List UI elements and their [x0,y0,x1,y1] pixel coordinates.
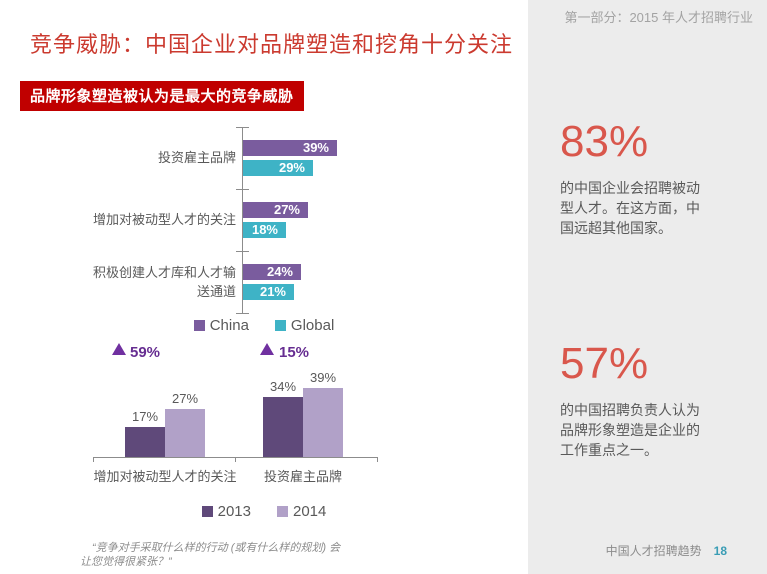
stat-57-description: 的中国招聘负责人认为品牌形象塑造是企业的工作重点之一。 [560,402,700,458]
chart1-tick [236,313,249,314]
bar-value-global-0: 29% [278,160,305,175]
legend-item-global: Global [274,317,335,334]
chart1-axis-line [242,127,243,314]
growth-triangle-icon [112,343,126,355]
chart1-tick [236,189,249,190]
chart1-category-0: 投资雇主品牌 [157,150,236,165]
survey-quote-line2: 让您觉得很紧张？” [80,556,172,568]
legend-label: 2013 [217,503,251,520]
stat-83-value: 83% [560,117,649,166]
column-value-2014-0: 27% [171,391,199,406]
stat-57-value: 57% [560,339,649,388]
stat-block-57: 57% 的中国招聘负责人认为品牌形象塑造是企业的工作重点之一。 [560,340,720,460]
column-2014-0 [165,409,205,457]
bar-value-china-0: 39% [302,140,329,155]
competitive-threats-bar-chart: 39% 29% 投资雇主品牌 27% 18% 增加对被动型人才的关注 24% 21% 积极创建人… [92,127,337,314]
chart2-tick [377,457,378,462]
legend-swatch-icon [201,506,213,517]
chart1-category-1: 增加对被动型人才的关注 [92,212,236,227]
footer-title: 中国人才招聘趋势 [605,544,702,558]
bar-value-china-2: 24% [266,264,293,279]
bar-china-2 [243,264,301,280]
growth-value-0: 59% [130,344,161,361]
section-header: 第一部分：2015 年人才招聘行业 [564,10,753,25]
column-value-2013-0: 17% [131,409,159,424]
column-2014-1 [303,388,343,457]
chart1-tick [236,127,249,128]
year-over-year-column-chart: 17% 27% 增加对被动型人才的关注 34% 39% 投资雇主品牌 59% 15% [93,343,378,484]
chart2-tick [93,457,94,462]
bar-global-0 [243,160,313,176]
legend-label: Global [290,317,335,334]
bar-global-2 [243,284,294,300]
survey-quote: “竞争对手采取什么样的行动 (或有什么样的规划) 会 让您觉得很紧张？” [80,541,390,569]
chart2-legend: 2013 2014 [25,503,503,520]
growth-value-1: 15% [279,344,310,361]
slide-title: 竞争威胁：中国企业对品牌塑造和挖角十分关注 [30,32,514,57]
legend-item-2013: 2013 [201,503,251,520]
chart-banner: 品牌形象塑造被认为是最大的竞争威胁 [20,81,304,111]
bar-value-global-2: 21% [259,284,286,299]
slide-footer: 中国人才招聘趋势 18 [606,542,727,559]
chart2-category-0: 增加对被动型人才的关注 [93,469,237,484]
legend-label: China [209,317,249,334]
chart1-category-2: 积极创建人才库和人才输送通道 [92,265,236,299]
column-value-2013-1: 34% [269,379,297,394]
chart2-tick [235,457,236,462]
growth-triangle-icon [260,343,274,355]
chart1-tick [236,251,249,252]
legend-swatch-icon [193,320,205,331]
page-number: 18 [713,544,727,558]
bar-value-china-1: 27% [273,202,300,217]
legend-item-2014: 2014 [277,503,326,520]
chart1-legend: China Global [25,317,503,334]
survey-quote-line1: “竞争对手采取什么样的行动 (或有什么样的规划) 会 [92,542,341,554]
bar-global-1 [243,222,286,238]
column-value-2014-1: 39% [309,370,337,385]
bar-value-global-1: 18% [251,222,278,237]
column-2013-0 [125,427,165,457]
legend-swatch-icon [274,320,286,331]
stat-83-description: 的中国企业会招聘被动型人才。在这方面，中国远超其他国家。 [560,180,700,236]
column-2013-1 [263,397,303,457]
stat-block-83: 83% 的中国企业会招聘被动型人才。在这方面，中国远超其他国家。 [560,118,720,238]
chart2-category-1: 投资雇主品牌 [263,469,342,484]
sidebar: 第一部分：2015 年人才招聘行业 83% 的中国企业会招聘被动型人才。在这方面… [528,0,767,574]
legend-item-china: China [193,317,249,334]
legend-label: 2014 [293,503,327,520]
bar-china-0 [243,140,337,156]
legend-swatch-icon [277,506,288,517]
bar-china-1 [243,202,308,218]
